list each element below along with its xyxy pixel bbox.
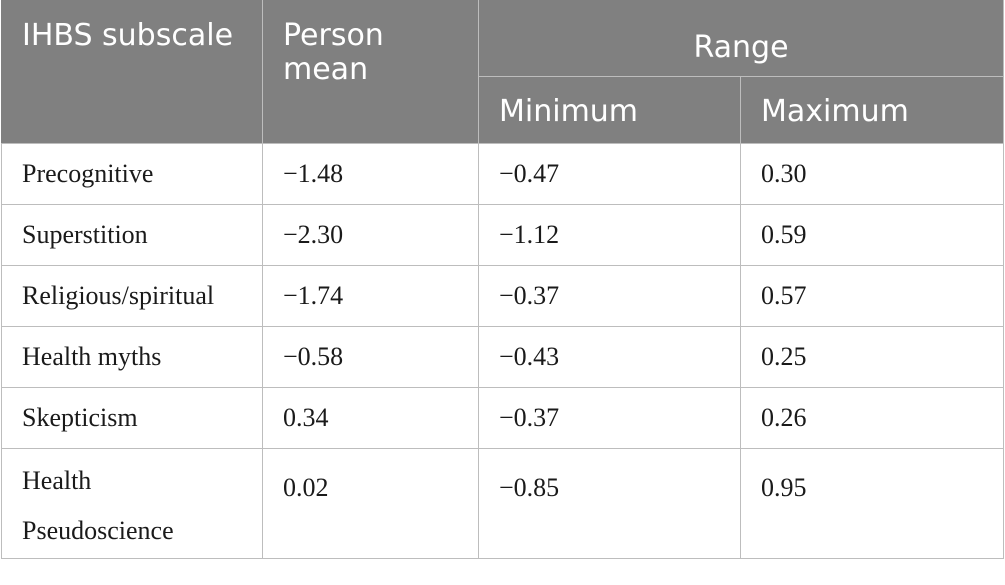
cell-maximum: 0.26 — [740, 387, 1004, 449]
cell-minimum: −0.43 — [478, 326, 741, 388]
cell-maximum: 0.57 — [740, 265, 1004, 327]
table-body: Precognitive −1.48 −0.47 0.30 Superstiti… — [1, 143, 1004, 559]
cell-maximum: 0.59 — [740, 204, 1004, 266]
table-row: Skepticism 0.34 −0.37 0.26 — [1, 387, 1004, 449]
cell-minimum: −1.12 — [478, 204, 741, 266]
cell-minimum: −0.47 — [478, 143, 741, 205]
cell-minimum: −0.37 — [478, 387, 741, 449]
cell-person-mean: 0.02 — [262, 448, 479, 559]
cell-minimum: −0.85 — [478, 448, 741, 559]
header-person-mean: Person mean — [262, 0, 479, 144]
cell-person-mean: −0.58 — [262, 326, 479, 388]
header-subscale: IHBS subscale — [1, 0, 263, 144]
header-minimum: Minimum — [478, 76, 741, 144]
ihbs-table: IHBS subscale Person mean Range Minimum … — [1, 0, 1004, 559]
cell-subscale: Health Pseudoscience — [1, 448, 263, 559]
table-row: Superstition −2.30 −1.12 0.59 — [1, 204, 1004, 266]
table-header: IHBS subscale Person mean Range Minimum … — [1, 0, 1004, 144]
cell-person-mean: 0.34 — [262, 387, 479, 449]
cell-maximum: 0.30 — [740, 143, 1004, 205]
table-row: Health Pseudoscience 0.02 −0.85 0.95 — [1, 448, 1004, 559]
cell-person-mean: −1.48 — [262, 143, 479, 205]
cell-minimum: −0.37 — [478, 265, 741, 327]
table-row: Precognitive −1.48 −0.47 0.30 — [1, 143, 1004, 205]
cell-subscale: Religious/spiritual — [1, 265, 263, 327]
cell-person-mean: −2.30 — [262, 204, 479, 266]
cell-person-mean: −1.74 — [262, 265, 479, 327]
cell-subscale: Health myths — [1, 326, 263, 388]
table-row: Religious/spiritual −1.74 −0.37 0.57 — [1, 265, 1004, 327]
cell-subscale: Superstition — [1, 204, 263, 266]
header-range: Range — [478, 0, 1004, 77]
cell-maximum: 0.95 — [740, 448, 1004, 559]
cell-subscale: Precognitive — [1, 143, 263, 205]
table-row: Health myths −0.58 −0.43 0.25 — [1, 326, 1004, 388]
cell-maximum: 0.25 — [740, 326, 1004, 388]
cell-subscale: Skepticism — [1, 387, 263, 449]
header-maximum: Maximum — [740, 76, 1004, 144]
